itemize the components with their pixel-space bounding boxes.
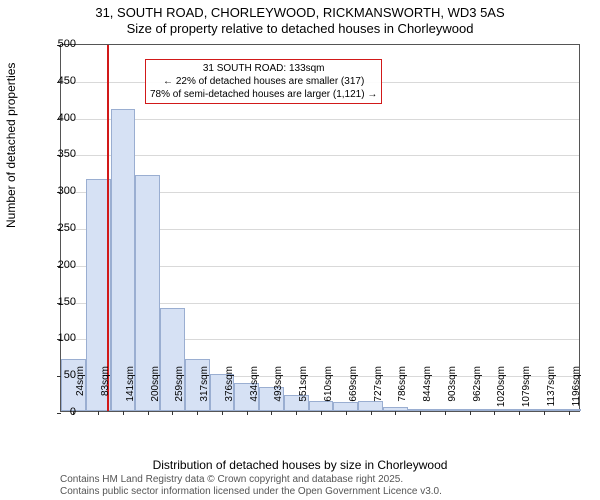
annotation-line: ← 22% of detached houses are smaller (31… bbox=[150, 75, 377, 88]
x-tick-label: 434sqm bbox=[249, 366, 260, 416]
x-tick-label: 1137sqm bbox=[546, 366, 557, 416]
x-tick-label: 1196sqm bbox=[571, 366, 582, 416]
y-tick-label: 450 bbox=[46, 75, 76, 87]
title-line-1: 31, SOUTH ROAD, CHORLEYWOOD, RICKMANSWOR… bbox=[0, 5, 600, 21]
y-tick-label: 350 bbox=[46, 148, 76, 160]
x-tick-mark bbox=[123, 411, 124, 415]
annotation-line: 78% of semi-detached houses are larger (… bbox=[150, 88, 377, 101]
x-axis-label: Distribution of detached houses by size … bbox=[0, 458, 600, 472]
y-tick-label: 200 bbox=[46, 259, 76, 271]
x-tick-label: 844sqm bbox=[422, 366, 433, 416]
x-tick-label: 903sqm bbox=[447, 366, 458, 416]
x-tick-label: 610sqm bbox=[323, 366, 334, 416]
x-tick-mark bbox=[371, 411, 372, 415]
x-tick-label: 493sqm bbox=[273, 366, 284, 416]
y-tick-label: 250 bbox=[46, 222, 76, 234]
y-tick-label: 400 bbox=[46, 112, 76, 124]
y-tick-label: 50 bbox=[46, 369, 76, 381]
y-tick-label: 500 bbox=[46, 38, 76, 50]
x-tick-mark bbox=[98, 411, 99, 415]
annotation-box: 31 SOUTH ROAD: 133sqm← 22% of detached h… bbox=[145, 59, 382, 104]
x-tick-mark bbox=[420, 411, 421, 415]
x-tick-mark bbox=[346, 411, 347, 415]
y-tick-label: 300 bbox=[46, 185, 76, 197]
annotation-line: 31 SOUTH ROAD: 133sqm bbox=[150, 62, 377, 75]
y-tick-label: 150 bbox=[46, 296, 76, 308]
title-line-2: Size of property relative to detached ho… bbox=[0, 21, 600, 37]
gridline bbox=[61, 119, 579, 120]
x-tick-label: 727sqm bbox=[373, 366, 384, 416]
x-tick-mark bbox=[470, 411, 471, 415]
gridline bbox=[61, 155, 579, 156]
x-tick-label: 200sqm bbox=[150, 366, 161, 416]
y-tick-label: 100 bbox=[46, 332, 76, 344]
x-tick-label: 786sqm bbox=[397, 366, 408, 416]
x-tick-mark bbox=[445, 411, 446, 415]
x-tick-label: 141sqm bbox=[125, 366, 136, 416]
x-tick-label: 259sqm bbox=[174, 366, 185, 416]
chart-container: 31, SOUTH ROAD, CHORLEYWOOD, RICKMANSWOR… bbox=[0, 0, 600, 500]
highlight-marker-line bbox=[107, 45, 109, 411]
x-tick-mark bbox=[148, 411, 149, 415]
x-tick-label: 962sqm bbox=[472, 366, 483, 416]
x-tick-mark bbox=[519, 411, 520, 415]
y-tick-label: 0 bbox=[46, 406, 76, 418]
footer-line-2: Contains public sector information licen… bbox=[60, 486, 442, 498]
x-tick-label: 376sqm bbox=[224, 366, 235, 416]
x-tick-mark bbox=[247, 411, 248, 415]
x-tick-label: 83sqm bbox=[100, 366, 111, 416]
x-tick-label: 24sqm bbox=[75, 366, 86, 416]
x-tick-mark bbox=[222, 411, 223, 415]
plot-region: 31 SOUTH ROAD: 133sqm← 22% of detached h… bbox=[60, 44, 580, 412]
x-tick-label: 1020sqm bbox=[496, 366, 507, 416]
x-tick-mark bbox=[321, 411, 322, 415]
chart-plot-area: 31 SOUTH ROAD: 133sqm← 22% of detached h… bbox=[60, 44, 580, 412]
x-tick-label: 317sqm bbox=[199, 366, 210, 416]
chart-footer: Contains HM Land Registry data © Crown c… bbox=[60, 474, 442, 498]
x-tick-label: 1079sqm bbox=[521, 366, 532, 416]
x-tick-mark bbox=[544, 411, 545, 415]
x-tick-label: 669sqm bbox=[348, 366, 359, 416]
x-tick-label: 551sqm bbox=[298, 366, 309, 416]
y-axis-label: Number of detached properties bbox=[4, 63, 18, 228]
footer-line-1: Contains HM Land Registry data © Crown c… bbox=[60, 474, 442, 486]
x-tick-mark bbox=[569, 411, 570, 415]
chart-title: 31, SOUTH ROAD, CHORLEYWOOD, RICKMANSWOR… bbox=[0, 0, 600, 38]
